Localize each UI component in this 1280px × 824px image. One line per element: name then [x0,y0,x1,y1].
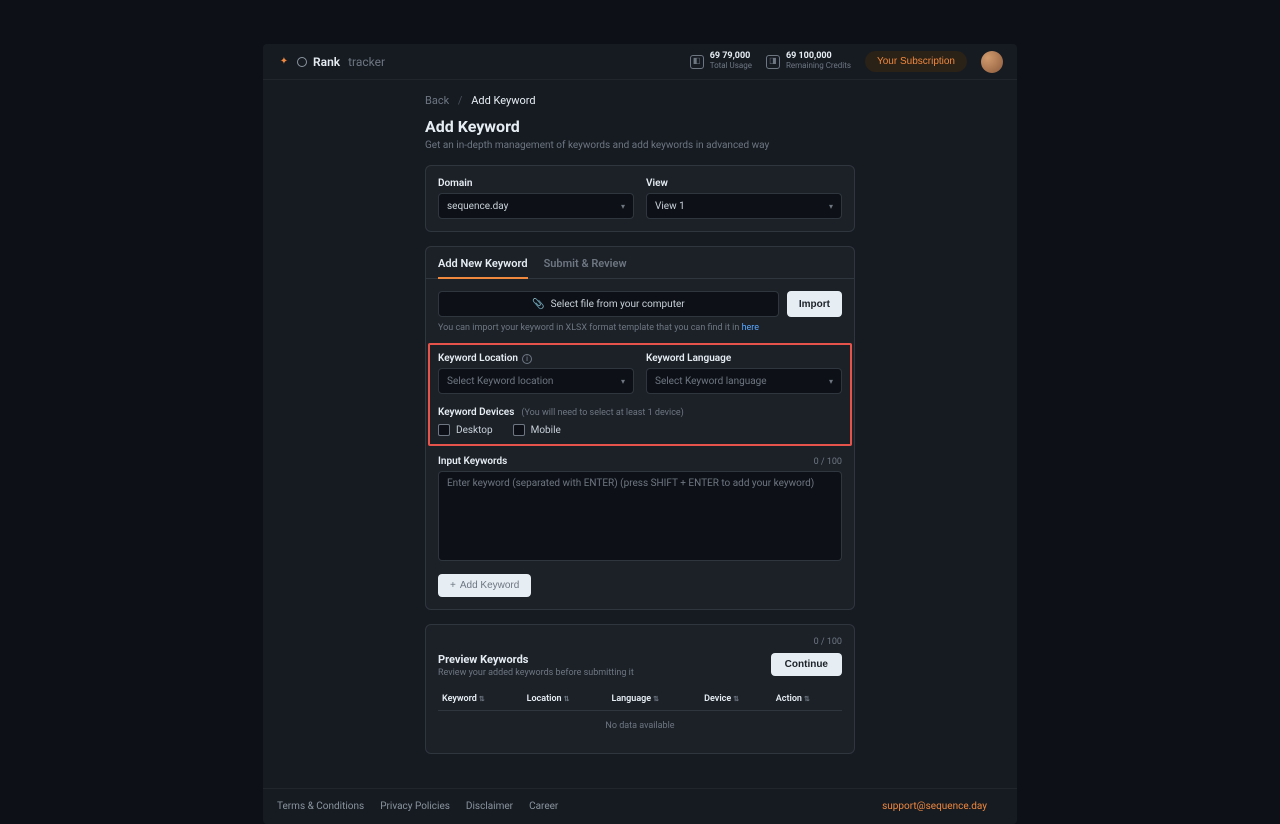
breadcrumb-current: Add Keyword [471,94,535,107]
preview-table: Keyword⇅ Location⇅ Language⇅ Device⇅ Act… [438,688,842,711]
view-select-value: View 1 [655,201,685,212]
checkbox-box [438,424,450,436]
usage-icon: ◧ [690,55,704,69]
input-keywords-count: 0 / 100 [814,457,842,467]
plus-icon: + [450,580,456,591]
page-subtitle: Get an in-depth management of keywords a… [425,140,855,151]
brand-name: Rank [313,55,340,69]
input-keywords-label: Input Keywords [438,456,507,467]
tab-submit-review[interactable]: Submit & Review [544,257,627,278]
checkbox-mobile[interactable]: Mobile [513,424,561,436]
preview-title: Preview Keywords [438,653,634,666]
credit-usage: ◧ 69 79,000 Total Usage [690,52,752,72]
credit-usage-label: Total Usage [710,61,752,70]
chevron-down-icon: ▾ [829,377,833,386]
credit-remaining-label: Remaining Credits [786,61,851,70]
tabs: Add New Keyword Submit & Review [426,247,854,279]
footer: Terms & Conditions Privacy Policies Disc… [263,788,1017,824]
import-hint-text: You can import your keyword in XLSX form… [438,323,742,333]
info-icon[interactable]: i [522,354,532,364]
select-file-button[interactable]: 📎 Select file from your computer [438,291,779,317]
preview-card: 0 / 100 Preview Keywords Review your add… [425,624,855,754]
keyword-location-select[interactable]: Select Keyword location ▾ [438,368,634,394]
sort-icon: ⇅ [479,695,485,703]
brand-dot-icon [297,57,307,67]
add-keyword-button-label: Add Keyword [460,580,519,591]
col-location[interactable]: Location⇅ [523,688,608,711]
subscription-button[interactable]: Your Subscription [865,51,967,72]
view-select[interactable]: View 1 ▾ [646,193,842,219]
add-keyword-button[interactable]: + Add Keyword [438,574,531,597]
brand: ✦ Rank tracker [277,55,385,69]
brand-logo-icon: ✦ [277,55,291,69]
keyword-devices-hint: (You will need to select at least 1 devi… [521,408,684,418]
no-data-text: No data available [438,711,842,741]
footer-link-career[interactable]: Career [529,801,558,812]
sort-icon: ⇅ [653,695,659,703]
preview-subtitle: Review your added keywords before submit… [438,668,634,678]
import-hint: You can import your keyword in XLSX form… [438,323,842,333]
input-keywords-textarea[interactable] [438,471,842,561]
topbar-right: ◧ 69 79,000 Total Usage ◨ 69 100,000 Rem… [690,51,1003,73]
keyword-devices-label: Keyword Devices [438,407,514,418]
sort-icon: ⇅ [733,695,739,703]
paperclip-icon: 📎 [532,299,544,310]
breadcrumb-separator: / [458,94,463,107]
brand-subtitle: tracker [348,55,385,69]
view-label: View [646,178,842,189]
col-language[interactable]: Language⇅ [607,688,700,711]
keyword-language-placeholder: Select Keyword language [655,376,767,387]
keyword-location-label: Keyword Location i [438,353,634,364]
credit-remaining: ◨ 69 100,000 Remaining Credits [766,52,851,72]
avatar[interactable] [981,51,1003,73]
add-keyword-card: Add New Keyword Submit & Review 📎 Select… [425,246,855,610]
footer-support-email[interactable]: support@sequence.day [882,801,987,812]
col-action[interactable]: Action⇅ [772,688,842,711]
import-button[interactable]: Import [787,291,842,317]
footer-link-terms[interactable]: Terms & Conditions [277,801,364,812]
keyword-language-select[interactable]: Select Keyword language ▾ [646,368,842,394]
checkbox-mobile-label: Mobile [531,425,561,436]
page-title: Add Keyword [425,117,855,136]
sort-icon: ⇅ [564,695,570,703]
topbar: ✦ Rank tracker ◧ 69 79,000 Total Usage ◨… [263,44,1017,80]
chevron-down-icon: ▾ [621,377,625,386]
col-device[interactable]: Device⇅ [700,688,772,711]
highlight-box: Keyword Location i Select Keyword locati… [428,343,852,446]
breadcrumb: Back / Add Keyword [425,94,855,107]
col-keyword[interactable]: Keyword⇅ [438,688,523,711]
chevron-down-icon: ▾ [621,202,625,211]
import-hint-link[interactable]: here [742,323,759,333]
remaining-icon: ◨ [766,55,780,69]
checkbox-box [513,424,525,436]
sort-icon: ⇅ [804,695,810,703]
breadcrumb-back[interactable]: Back [425,94,449,107]
checkbox-desktop-label: Desktop [456,425,493,436]
footer-link-disclaimer[interactable]: Disclaimer [466,801,513,812]
keyword-location-placeholder: Select Keyword location [447,376,553,387]
select-file-label: Select file from your computer [551,299,685,310]
devices-row: Keyword Devices (You will need to select… [438,404,842,436]
domain-select-value: sequence.day [447,201,508,212]
checkbox-desktop[interactable]: Desktop [438,424,493,436]
tab-add-new-keyword[interactable]: Add New Keyword [438,257,528,278]
footer-link-privacy[interactable]: Privacy Policies [380,801,450,812]
content: Back / Add Keyword Add Keyword Get an in… [263,80,1017,788]
preview-count: 0 / 100 [438,637,842,647]
app-shell: ✦ Rank tracker ◧ 69 79,000 Total Usage ◨… [263,44,1017,824]
domain-label: Domain [438,178,634,189]
domain-select[interactable]: sequence.day ▾ [438,193,634,219]
domain-view-card: Domain sequence.day ▾ View View 1 ▾ [425,165,855,232]
continue-button[interactable]: Continue [771,653,842,676]
chevron-down-icon: ▾ [829,202,833,211]
keyword-language-label: Keyword Language [646,353,842,364]
